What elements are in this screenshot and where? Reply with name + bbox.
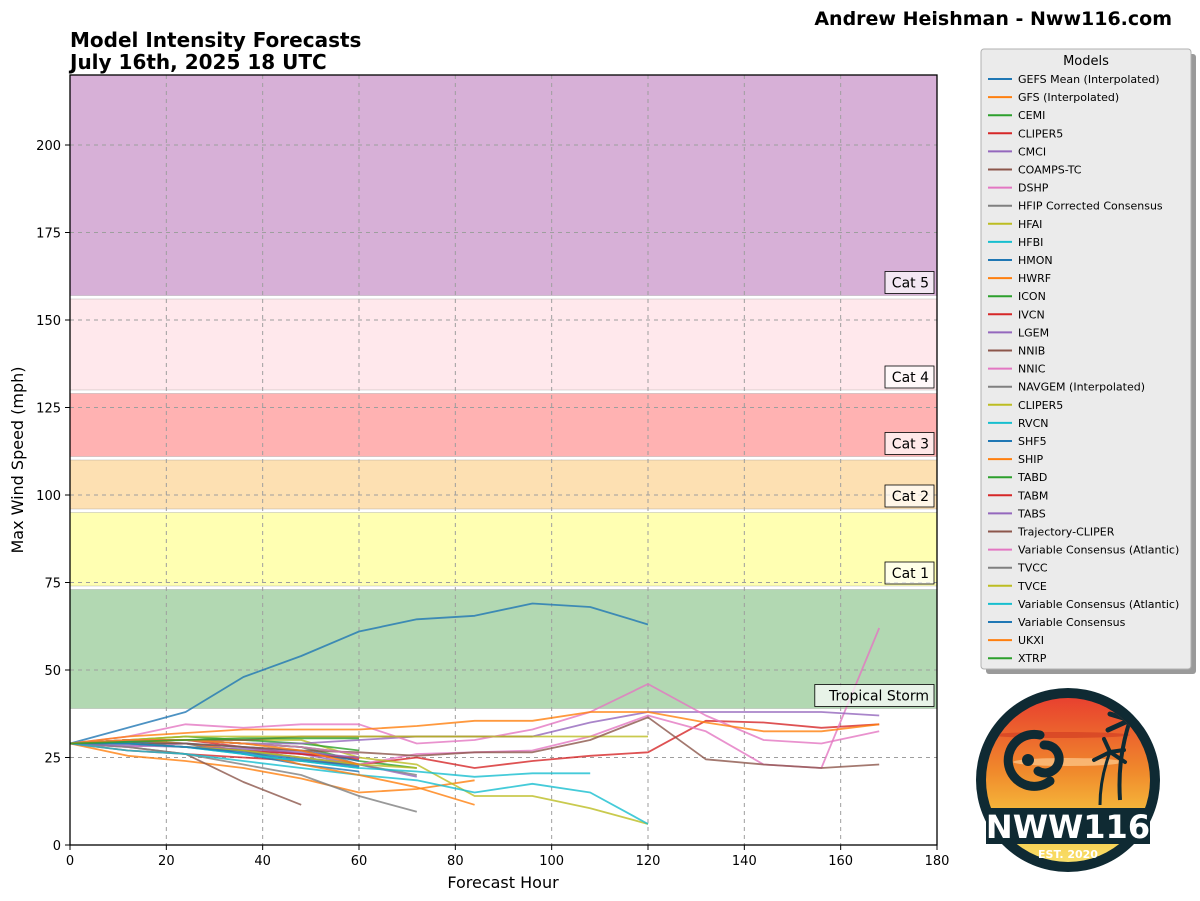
x-tick-label-0: 0 <box>66 854 74 869</box>
legend-entry-10: HMON <box>1018 254 1053 267</box>
band-label-3: Cat 3 <box>892 437 929 453</box>
legend-entry-17: NAVGEM (Interpolated) <box>1018 381 1145 394</box>
x-tick-label-6: 120 <box>636 854 661 869</box>
legend-entry-25: Trajectory-CLIPER <box>1017 526 1115 539</box>
band-label-1: Cat 1 <box>892 566 929 582</box>
y-tick-label-4: 100 <box>36 489 61 504</box>
x-tick-label-4: 80 <box>447 854 464 869</box>
series-line-14 <box>69 711 880 745</box>
legend-box <box>980 48 1192 670</box>
band-4 <box>70 299 937 390</box>
chart-subtitle: July 16th, 2025 18 UTC <box>68 50 327 74</box>
legend: Models GEFS Mean (Interpolated) GFS (Inte… <box>980 48 1196 674</box>
legend-entry-32: XTRP <box>1018 652 1047 665</box>
legend-entry-18: CLIPER5 <box>1018 399 1063 412</box>
nww116-logo: NWW116 EST. 2020 <box>976 688 1160 872</box>
legend-entry-0: GEFS Mean (Interpolated) <box>1018 73 1160 86</box>
y-tick-label-0: 0 <box>53 839 61 854</box>
y-tick-label-3: 75 <box>44 577 61 592</box>
series-line-30 <box>70 742 360 768</box>
legend-entry-29: Variable Consensus (Atlantic) <box>1018 598 1179 611</box>
legend-title: Models <box>1063 54 1109 69</box>
legend-entry-4: CMCI <box>1018 145 1046 158</box>
legend-entry-28: TVCE <box>1017 580 1047 593</box>
legend-entry-27: TVCC <box>1017 562 1048 575</box>
legend-entry-24: TABS <box>1017 507 1046 520</box>
category-bands <box>70 74 937 709</box>
legend-entry-2: CEMI <box>1018 109 1045 122</box>
series-line-3 <box>69 719 880 769</box>
x-tick-label-1: 20 <box>158 854 175 869</box>
hurricane-icon <box>1003 729 1064 791</box>
series-line-32 <box>69 737 359 745</box>
logo-tagline: EST. 2020 <box>1038 848 1098 861</box>
y-tick-label-2: 50 <box>44 664 61 679</box>
legend-entry-23: TABM <box>1017 489 1048 502</box>
band-1 <box>70 512 937 586</box>
x-tick-label-9: 180 <box>925 854 950 869</box>
legend-entry-1: GFS (Interpolated) <box>1018 91 1119 104</box>
series-line-7 <box>69 742 418 813</box>
series-lines <box>69 602 881 825</box>
legend-entry-30: Variable Consensus <box>1018 616 1126 629</box>
band-label-0: Tropical Storm <box>828 689 929 705</box>
legend-entry-9: HFBI <box>1018 236 1043 249</box>
legend-entry-14: LGEM <box>1018 326 1049 339</box>
x-tick-label-7: 140 <box>732 854 757 869</box>
legend-entry-31: UKXI <box>1018 634 1044 647</box>
y-tick-label-5: 125 <box>36 402 61 417</box>
y-tick-label-8: 200 <box>36 139 61 154</box>
legend-entry-3: CLIPER5 <box>1018 127 1063 140</box>
band-5 <box>70 75 937 296</box>
series-line-25 <box>70 716 880 769</box>
series-line-18 <box>69 735 648 745</box>
series-line-16 <box>69 683 880 745</box>
band-label-2: Cat 2 <box>892 489 929 505</box>
legend-entry-20: SHF5 <box>1018 435 1047 448</box>
legend-entry-16: NNIC <box>1018 363 1046 376</box>
chart-title: Model Intensity Forecasts <box>70 28 361 52</box>
band-3 <box>70 393 937 457</box>
legend-entry-7: HFIP Corrected Consensus <box>1018 200 1163 213</box>
legend-entry-8: HFAI <box>1018 218 1042 231</box>
legend-entry-13: IVCN <box>1018 308 1045 321</box>
legend-entry-12: ICON <box>1018 290 1046 303</box>
axis-ticks: 0 20 40 60 80 100 120 140 160 180 0 25 50 75 100 125 150… <box>36 139 949 869</box>
x-tick-label-3: 60 <box>351 854 368 869</box>
legend-entry-19: RVCN <box>1018 417 1048 430</box>
band-0 <box>70 589 937 709</box>
series-line-1 <box>69 742 475 794</box>
credit-text: Andrew Heishman - Nww116.com <box>814 8 1172 30</box>
x-tick-label-5: 100 <box>539 854 564 869</box>
series-line-0 <box>69 602 649 745</box>
band-label-4: Cat 4 <box>892 370 929 386</box>
legend-entry-21: SHIP <box>1018 453 1043 466</box>
logo-name: NWW116 <box>986 808 1150 846</box>
category-labels: Tropical Storm Cat 1 Cat 2 Cat 3 Cat 4 Cat 5 <box>814 271 935 707</box>
legend-entry-5: COAMPS-TC <box>1018 164 1082 177</box>
y-tick-label-7: 175 <box>36 227 61 242</box>
x-tick-label-2: 40 <box>254 854 271 869</box>
x-tick-label-8: 160 <box>828 854 853 869</box>
legend-entry-6: DSHP <box>1018 182 1049 195</box>
legend-entry-26: Variable Consensus (Atlantic) <box>1018 544 1179 557</box>
x-axis-label: Forecast Hour <box>447 873 559 892</box>
y-tick-label-1: 25 <box>44 752 61 767</box>
legend-entry-22: TABD <box>1017 471 1047 484</box>
y-axis-label: Max Wind Speed (mph) <box>8 366 27 553</box>
legend-entry-15: NNIB <box>1018 345 1045 358</box>
plot-frame <box>69 74 938 846</box>
series-line-31 <box>69 739 360 766</box>
y-tick-label-6: 150 <box>36 314 61 329</box>
band-2 <box>70 460 937 509</box>
logo-banner <box>986 808 1150 844</box>
band-label-5: Cat 5 <box>892 276 929 292</box>
series-line-21 <box>69 711 880 745</box>
legend-entry-11: HWRF <box>1018 272 1051 285</box>
